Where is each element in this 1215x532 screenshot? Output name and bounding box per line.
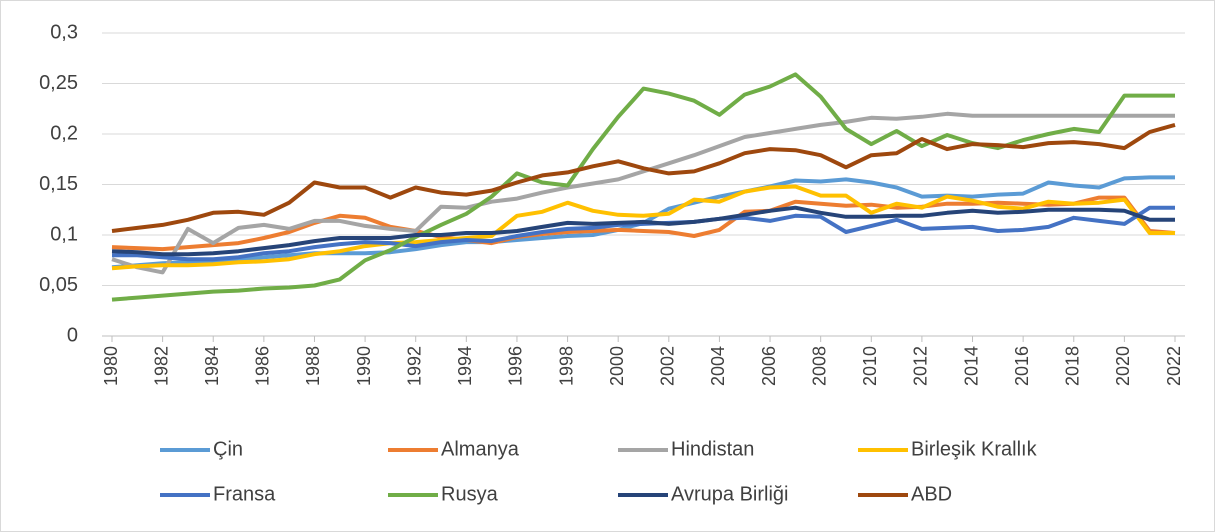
x-tick-label: 1986 [253,346,273,386]
y-tick-label: 0,3 [50,21,78,43]
x-tick-label: 2000 [607,346,627,386]
x-tick-label: 1994 [455,346,475,386]
x-tick-label: 1996 [506,346,526,386]
x-tick-label: 2022 [1164,346,1184,386]
series-line [111,205,1175,257]
x-tick-label: 2012 [911,346,931,386]
x-tick-label: 1992 [404,346,424,386]
series-line [111,195,1176,252]
x-tick-label: 2020 [1113,346,1133,386]
y-tick-label: 0 [67,324,78,346]
y-tick-label: 0,15 [39,173,78,195]
y-tick-label: 0,05 [39,274,78,296]
legend-label: Almanya [441,438,520,460]
series-line [111,72,1175,302]
x-tick-label: 2018 [1063,346,1083,386]
x-tick-label: 2002 [658,346,678,386]
series-line [111,111,1175,275]
y-tick-label: 0,25 [39,72,78,94]
x-tick-label: 1982 [151,346,171,386]
legend-label: Fransa [213,483,276,505]
x-tick-label: 2006 [759,346,779,386]
series-line [111,122,1176,233]
x-tick-label: 1988 [303,346,323,386]
legend-label: ABD [911,483,952,505]
x-tick-label: 1998 [556,346,576,386]
y-tick-label: 0,2 [50,122,78,144]
legend-label: Çin [213,438,243,460]
x-tick-label: 2016 [1012,346,1032,386]
x-tick-label: 2004 [708,346,728,386]
legend-label: Hindistan [671,438,754,460]
y-tick-label: 0,1 [50,223,78,245]
x-tick-label: 1980 [101,346,121,386]
x-tick-label: 1990 [354,346,374,386]
series-line [111,184,1175,271]
x-tick-label: 1984 [202,346,222,386]
x-tick-label: 2008 [809,346,829,386]
x-tick-label: 2010 [860,346,880,386]
legend-label: Rusya [441,483,499,505]
x-tick-label: 2014 [961,346,981,386]
legend-label: Birleşik Krallık [911,438,1038,460]
legend-label: Avrupa Birliği [671,483,788,505]
